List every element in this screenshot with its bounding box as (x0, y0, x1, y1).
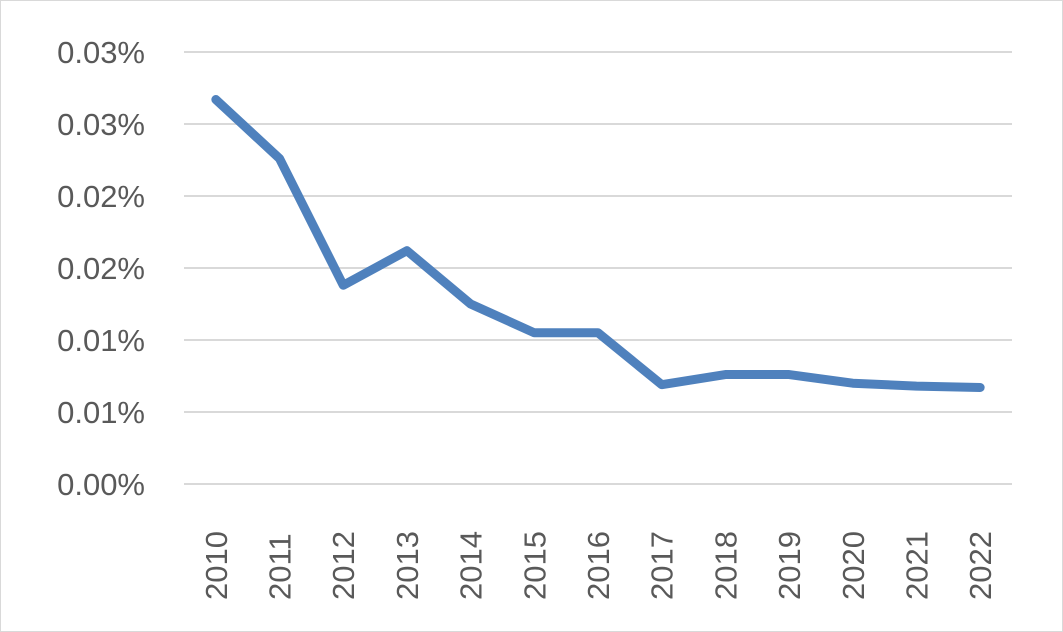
x-tick-label: 2018 (708, 531, 743, 600)
y-tick-label: 0.01% (57, 323, 145, 358)
x-tick-label: 2011 (263, 533, 298, 600)
x-tick-label: 2010 (199, 531, 234, 600)
x-tick-label: 2016 (581, 531, 616, 600)
x-tick-label: 2015 (517, 531, 552, 600)
y-tick-label: 0.02% (57, 251, 145, 286)
y-tick-label: 0.00% (57, 467, 145, 502)
x-tick-label: 2014 (454, 531, 489, 600)
x-tick-label: 2020 (836, 531, 871, 600)
y-tick-label: 0.03% (57, 107, 145, 142)
x-tick-label: 2013 (390, 531, 425, 600)
x-tick-label: 2019 (772, 531, 807, 600)
x-tick-label: 2012 (326, 531, 361, 600)
y-tick-label: 0.01% (57, 395, 145, 430)
x-tick-label: 2017 (645, 531, 680, 600)
x-tick-label: 2021 (899, 531, 934, 600)
y-tick-label: 0.02% (57, 179, 145, 214)
x-tick-label: 2022 (963, 531, 998, 600)
y-tick-label: 0.03% (57, 35, 145, 70)
